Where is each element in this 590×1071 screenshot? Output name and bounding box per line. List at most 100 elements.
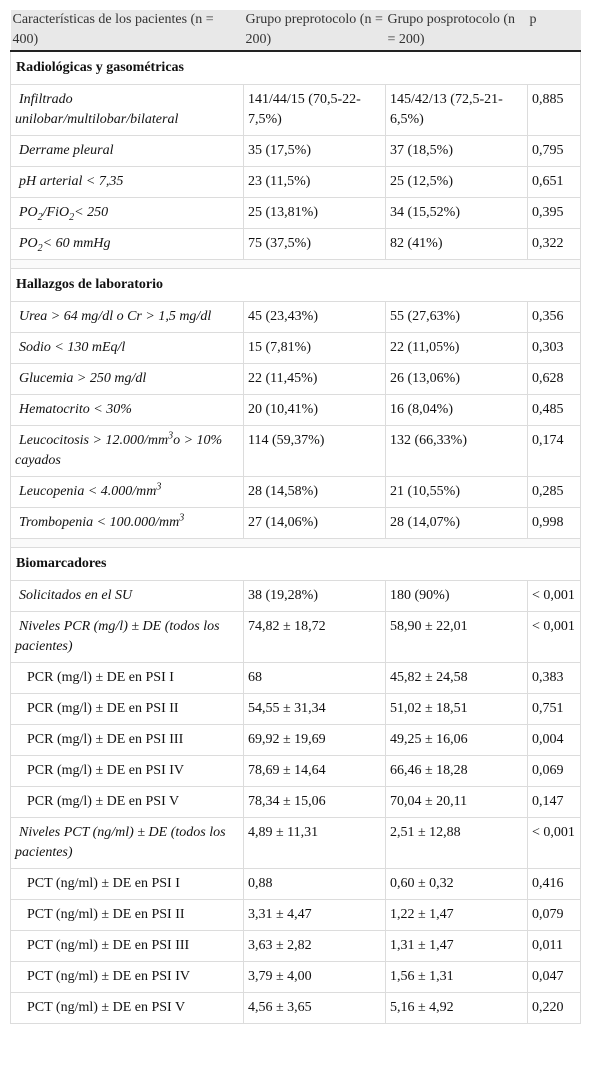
value-cell: 180 (90%) [385, 580, 528, 612]
value-cell: 0,079 [527, 899, 581, 931]
value-cell: 0,285 [527, 476, 581, 508]
row-label: PO2< 60 mmHg [10, 228, 244, 260]
data-row: PCR (mg/l) ± DE en PSI V 78,34 ± 15,06 70,… [10, 786, 581, 818]
value-cell: 0,383 [527, 662, 581, 694]
label-part: 3 [156, 481, 162, 493]
value-cell: 1,56 ± 1,31 [385, 961, 528, 993]
section-row: Biomarcadores [10, 547, 581, 581]
value-cell: 74,82 ± 18,72 [243, 611, 386, 663]
value-cell: 78,69 ± 14,64 [243, 755, 386, 787]
row-label: PCT (ng/ml) ± DE en PSI III [10, 930, 244, 962]
value-cell: 1,22 ± 1,47 [385, 899, 528, 931]
data-row: pH arterial < 7,35 23 (11,5%) 25 (12,5%) 0,… [10, 166, 581, 198]
row-label: Urea > 64 mg/dl o Cr > 1,5 mg/dl [10, 301, 244, 333]
value-cell: 34 (15,52%) [385, 197, 528, 229]
data-row: Sodio < 130 mEq/l 15 (7,81%) 22 (11,05%) 0,… [10, 332, 581, 364]
data-row: PCT (ng/ml) ± DE en PSI IV 3,79 ± 4,00 1,5… [10, 961, 581, 993]
data-row: Derrame pleural 35 (17,5%) 37 (18,5%) 0,795 [10, 135, 581, 167]
row-label: Hematocrito < 30% [10, 394, 244, 426]
value-cell: 66,46 ± 18,28 [385, 755, 528, 787]
label-part: Trombopenia < 100.000/mm [19, 515, 180, 530]
table-body: Radiológicas y gasométricas Infiltrado un… [10, 50, 581, 1024]
value-cell: 51,02 ± 18,51 [385, 693, 528, 725]
value-cell: 1,31 ± 1,47 [385, 930, 528, 962]
value-cell: 0,88 [243, 868, 386, 900]
data-row: PCT (ng/ml) ± DE en PSI II 3,31 ± 4,47 1,2… [10, 899, 581, 931]
patients-table: Características de los pacientes (n = 40… [10, 10, 581, 1024]
value-cell: 55 (27,63%) [385, 301, 528, 333]
row-label: Leucocitosis > 12.000/mm3o > 10% cayados [10, 425, 244, 477]
value-cell: 0,651 [527, 166, 581, 198]
value-cell: 145/42/13 (72,5-21-6,5%) [385, 84, 528, 136]
section-title: Radiológicas y gasométricas [10, 50, 581, 85]
value-cell: 0,751 [527, 693, 581, 725]
data-row: Solicitados en el SU 38 (19,28%) 180 (90%)… [10, 580, 581, 612]
data-row: PO2< 60 mmHg 75 (37,5%) 82 (41%) 0,322 [10, 228, 581, 260]
gap-cell [10, 538, 581, 548]
label-part: PO [19, 205, 38, 220]
row-label: Leucopenia < 4.000/mm3 [10, 476, 244, 508]
section-title: Biomarcadores [10, 547, 581, 581]
row-label: pH arterial < 7,35 [10, 166, 244, 198]
row-label: Glucemia > 250 mg/dl [10, 363, 244, 395]
value-cell: 38 (19,28%) [243, 580, 386, 612]
value-cell: 132 (66,33%) [385, 425, 528, 477]
value-cell: 0,147 [527, 786, 581, 818]
row-label: PCT (ng/ml) ± DE en PSI I [10, 868, 244, 900]
gap-cell [10, 259, 581, 269]
value-cell: < 0,001 [527, 580, 581, 612]
label-part: PO [19, 236, 38, 251]
row-label: PCR (mg/l) ± DE en PSI III [10, 724, 244, 756]
value-cell: 0,628 [527, 363, 581, 395]
header-cell: Características de los pacientes (n = 40… [10, 10, 244, 52]
header-cell: p [527, 10, 581, 52]
row-label: Infiltrado unilobar/multilobar/bilateral [10, 84, 244, 136]
value-cell: 0,416 [527, 868, 581, 900]
data-row: Leucocitosis > 12.000/mm3o > 10% cayados… [10, 425, 581, 477]
value-cell: 141/44/15 (70,5-22-7,5%) [243, 84, 386, 136]
data-row: PCT (ng/ml) ± DE en PSI I 0,88 0,60 ± 0,32… [10, 868, 581, 900]
value-cell: 0,356 [527, 301, 581, 333]
value-cell: 28 (14,07%) [385, 507, 528, 539]
data-row: PCT (ng/ml) ± DE en PSI III 3,63 ± 2,82 1,… [10, 930, 581, 962]
label-part: 2 [69, 211, 75, 223]
data-row: PCR (mg/l) ± DE en PSI IV 78,69 ± 14,64 66… [10, 755, 581, 787]
value-cell: 0,004 [527, 724, 581, 756]
row-label: PCT (ng/ml) ± DE en PSI II [10, 899, 244, 931]
label-part: 2 [37, 211, 43, 223]
value-cell: 3,79 ± 4,00 [243, 961, 386, 993]
value-cell: 26 (13,06%) [385, 363, 528, 395]
value-cell: 114 (59,37%) [243, 425, 386, 477]
value-cell: 22 (11,05%) [385, 332, 528, 364]
data-row: PCT (ng/ml) ± DE en PSI V 4,56 ± 3,65 5,16… [10, 992, 581, 1024]
section-title: Hallazgos de laboratorio [10, 268, 581, 302]
value-cell: 21 (10,55%) [385, 476, 528, 508]
row-label: Derrame pleural [10, 135, 244, 167]
section-gap [10, 538, 581, 548]
value-cell: 0,485 [527, 394, 581, 426]
value-cell: 70,04 ± 20,11 [385, 786, 528, 818]
value-cell: 35 (17,5%) [243, 135, 386, 167]
row-label: Trombopenia < 100.000/mm3 [10, 507, 244, 539]
value-cell: 2,51 ± 12,88 [385, 817, 528, 869]
value-cell: 54,55 ± 31,34 [243, 693, 386, 725]
label-part: 3 [168, 430, 174, 442]
value-cell: 0,322 [527, 228, 581, 260]
value-cell: 75 (37,5%) [243, 228, 386, 260]
value-cell: 25 (12,5%) [385, 166, 528, 198]
value-cell: 0,885 [527, 84, 581, 136]
data-row: Urea > 64 mg/dl o Cr > 1,5 mg/dl 45 (23,4… [10, 301, 581, 333]
header-cell: Grupo posprotocolo (n = 200) [385, 10, 528, 52]
value-cell: 49,25 ± 16,06 [385, 724, 528, 756]
section-gap [10, 259, 581, 269]
value-cell: < 0,001 [527, 611, 581, 663]
row-label: PCR (mg/l) ± DE en PSI I [10, 662, 244, 694]
value-cell: 82 (41%) [385, 228, 528, 260]
value-cell: 15 (7,81%) [243, 332, 386, 364]
data-row: Glucemia > 250 mg/dl 22 (11,45%) 26 (13,06… [10, 363, 581, 395]
row-label: Niveles PCR (mg/l) ± DE (todos los pacie… [10, 611, 244, 663]
section-row: Radiológicas y gasométricas [10, 50, 581, 85]
data-row: Infiltrado unilobar/multilobar/bilateral… [10, 84, 581, 136]
value-cell: 0,220 [527, 992, 581, 1024]
